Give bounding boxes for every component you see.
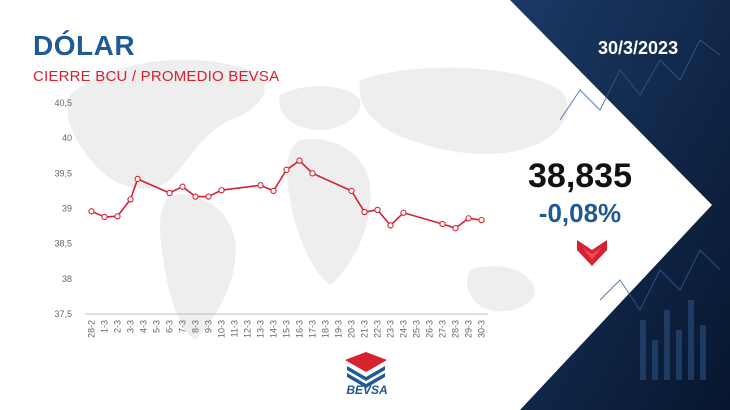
data-point — [465, 215, 472, 222]
x-tick-label: 2-3 — [113, 320, 123, 333]
y-tick-label: 37,5 — [54, 309, 72, 319]
data-point — [179, 183, 186, 190]
x-tick-label: 7-3 — [178, 320, 188, 333]
y-tick-label: 40 — [62, 133, 72, 143]
data-point — [309, 170, 316, 177]
date-label: 30/3/2023 — [598, 38, 679, 58]
x-tick-label: 18-3 — [321, 320, 331, 338]
y-tick-label: 38,5 — [54, 239, 72, 249]
x-tick-label: 30-3 — [477, 320, 487, 338]
x-tick-label: 25-3 — [412, 320, 422, 338]
x-tick-label: 4-3 — [139, 320, 149, 333]
x-tick-label: 12-3 — [243, 320, 253, 338]
data-point — [101, 213, 108, 221]
series-line — [91, 159, 482, 230]
y-tick-label: 39,5 — [54, 168, 72, 178]
x-tick-label: 8-3 — [191, 320, 201, 333]
data-point — [88, 208, 95, 215]
data-point — [400, 209, 407, 216]
data-point — [478, 216, 485, 224]
data-point — [348, 187, 355, 195]
x-tick-label: 11-3 — [230, 320, 240, 337]
x-tick-label: 27-3 — [438, 320, 448, 338]
data-point — [296, 157, 303, 164]
x-tick-label: 3-3 — [126, 320, 136, 333]
x-tick-label: 16-3 — [295, 320, 305, 338]
x-tick-label: 9-3 — [204, 320, 214, 333]
y-tick-label: 38 — [62, 274, 72, 284]
data-point — [452, 225, 459, 232]
page-subtitle: CIERRE BCU / PROMEDIO BEVSA — [33, 68, 280, 85]
data-point — [439, 220, 446, 228]
x-tick-label: 17-3 — [308, 320, 318, 338]
x-tick-label: 1-3 — [100, 320, 110, 333]
data-point — [374, 206, 381, 214]
data-point — [361, 208, 368, 216]
x-tick-label: 19-3 — [334, 320, 344, 338]
logo-text: BEVSA — [346, 383, 388, 397]
x-tick-label: 22-3 — [373, 320, 383, 338]
x-tick-label: 24-3 — [399, 320, 409, 338]
x-tick-label: 5-3 — [152, 320, 162, 333]
data-point — [134, 175, 141, 183]
data-point — [218, 187, 225, 194]
x-tick-label: 26-3 — [425, 320, 435, 338]
data-point — [114, 213, 121, 220]
x-tick-label: 28-3 — [451, 320, 461, 338]
data-point — [192, 193, 199, 200]
data-point — [127, 196, 134, 203]
current-price: 38,835 — [528, 157, 632, 195]
x-tick-label: 6-3 — [165, 320, 175, 333]
x-tick-label: 23-3 — [386, 320, 396, 338]
x-tick-label: 28-2 — [87, 320, 97, 338]
price-change: -0,08% — [538, 198, 622, 228]
x-tick-label: 13-3 — [256, 320, 266, 338]
data-point — [283, 166, 290, 173]
x-tick-label: 10-3 — [217, 320, 227, 338]
data-point — [387, 222, 394, 229]
world-map — [67, 59, 568, 340]
bevsa-logo-icon — [345, 352, 387, 388]
data-point — [205, 193, 212, 200]
x-tick-label: 14-3 — [269, 320, 279, 338]
data-point — [166, 189, 173, 197]
x-tick-label: 20-3 — [347, 320, 357, 338]
x-tick-label: 15-3 — [282, 320, 292, 338]
x-tick-label: 21-3 — [360, 320, 370, 338]
y-tick-label: 39 — [62, 204, 72, 214]
data-point — [257, 182, 264, 189]
x-tick-label: 29-3 — [464, 320, 474, 338]
y-tick-label: 40,5 — [54, 98, 72, 108]
down-arrow-icon — [577, 240, 607, 266]
data-point — [270, 187, 277, 195]
page-title: DÓLAR — [33, 30, 136, 61]
